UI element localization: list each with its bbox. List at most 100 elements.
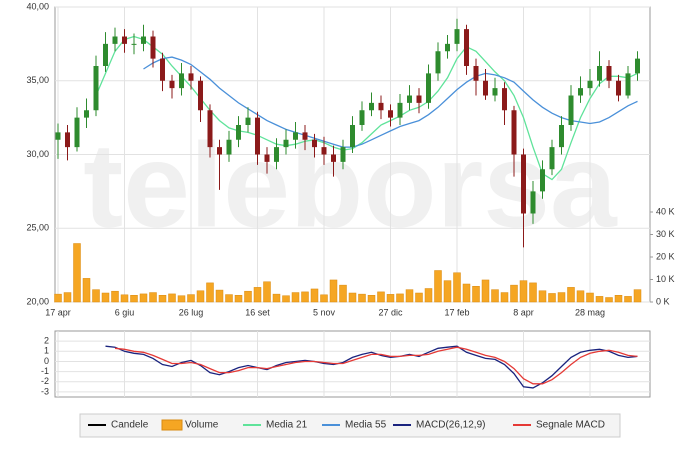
- volume-bar: [633, 289, 642, 303]
- volume-bar: [54, 293, 62, 303]
- y-tick-label: -1: [41, 366, 49, 376]
- volume-bar: [576, 290, 585, 303]
- candle-body: [103, 43, 108, 66]
- y2-tick-label: 30 K: [656, 229, 675, 239]
- candle-body: [293, 132, 298, 140]
- legend-label: Media 55: [345, 420, 387, 431]
- volume-bar: [472, 286, 480, 303]
- volume-bar: [595, 296, 604, 303]
- volume-bar: [424, 288, 433, 303]
- candle-body: [464, 29, 469, 66]
- volume-bar: [567, 287, 575, 303]
- candle-body: [416, 95, 422, 103]
- candle-body: [597, 66, 602, 81]
- candle-body: [369, 102, 374, 111]
- volume-bar: [158, 295, 167, 303]
- candle-body: [131, 43, 137, 45]
- candle-body: [65, 132, 70, 148]
- x-tick-label: 17 feb: [444, 307, 469, 317]
- series-line: [114, 346, 638, 385]
- volume-bar: [225, 294, 233, 303]
- candle-body: [378, 102, 384, 111]
- candle-body: [521, 154, 526, 214]
- volume-bar: [187, 294, 195, 303]
- volume-bar: [500, 292, 509, 303]
- candle-body: [435, 51, 441, 74]
- candle-body: [74, 117, 80, 148]
- volume-bar: [614, 295, 623, 303]
- candle-body: [530, 191, 536, 214]
- candle-body: [502, 88, 507, 111]
- volume-bar: [234, 295, 243, 303]
- candle-body: [321, 147, 327, 155]
- volume-bar: [396, 293, 404, 303]
- volume-bar: [367, 295, 376, 303]
- x-tick-label: 28 mag: [575, 307, 605, 317]
- candle-body: [388, 110, 393, 118]
- y2-tick-label: 10 K: [656, 274, 675, 284]
- volume-bar: [624, 296, 632, 303]
- volume-bar: [139, 293, 148, 303]
- volume-bar: [149, 292, 157, 303]
- x-tick-label: 16 set: [245, 307, 270, 317]
- volume-bar: [557, 292, 566, 303]
- y-tick-label: 25,00: [26, 223, 49, 233]
- candle-body: [587, 80, 593, 89]
- candle-body: [549, 147, 555, 170]
- candle-body: [188, 73, 194, 81]
- volume-bar: [253, 287, 262, 303]
- candle-body: [112, 36, 118, 44]
- y-tick-label: 2: [44, 336, 49, 346]
- volume-bar: [415, 292, 423, 303]
- candle-body: [236, 125, 241, 140]
- volume-bar: [82, 278, 91, 303]
- volume-bar: [481, 279, 490, 303]
- candle-body: [350, 125, 355, 148]
- candle-body: [93, 66, 99, 111]
- candle-body: [407, 95, 412, 103]
- candle-body: [198, 80, 203, 111]
- candle-body: [445, 43, 450, 52]
- volume-bar: [263, 281, 271, 303]
- candle-body: [559, 125, 564, 148]
- y-tick-label: 40,00: [26, 1, 49, 11]
- candle-body: [264, 154, 270, 162]
- volume-bar: [63, 292, 72, 303]
- volume-bar: [443, 280, 452, 303]
- volume-bar: [206, 282, 214, 303]
- y-tick-label: 35,00: [26, 75, 49, 85]
- y-tick-label: 0: [44, 356, 49, 366]
- legend-label: Media 21: [266, 420, 308, 431]
- legend-label: MACD(26,12,9): [416, 420, 485, 431]
- candle-body: [397, 102, 403, 118]
- candle-body: [55, 132, 61, 140]
- legend-box: [79, 413, 621, 438]
- y-tick-label: -3: [41, 386, 49, 396]
- volume-bar: [386, 294, 395, 303]
- candle-body: [331, 154, 336, 162]
- x-tick-label: 17 apr: [45, 307, 71, 317]
- candle-body: [179, 73, 184, 89]
- candle-body: [340, 147, 346, 162]
- candle-body: [84, 110, 89, 118]
- volume-bar: [548, 293, 556, 303]
- volume-bar: [377, 291, 385, 303]
- candle-body: [245, 117, 251, 125]
- y2-tick-label: 40 K: [656, 206, 675, 216]
- plot-frame: [54, 330, 651, 398]
- volume-bar: [92, 289, 100, 303]
- volume-bar: [310, 288, 319, 303]
- candle-body: [511, 110, 517, 155]
- candle-body: [226, 139, 232, 155]
- candle-body: [483, 80, 488, 96]
- x-tick-label: 26 lug: [179, 307, 204, 317]
- volume-bar: [111, 290, 119, 303]
- volume-bar: [272, 293, 281, 303]
- candle-body: [255, 117, 260, 155]
- volume-bar: [348, 292, 357, 303]
- candle-body: [141, 36, 146, 44]
- y2-tick-label: 0 K: [656, 296, 670, 306]
- y2-tick-label: 20 K: [656, 251, 675, 261]
- series-line: [143, 56, 638, 148]
